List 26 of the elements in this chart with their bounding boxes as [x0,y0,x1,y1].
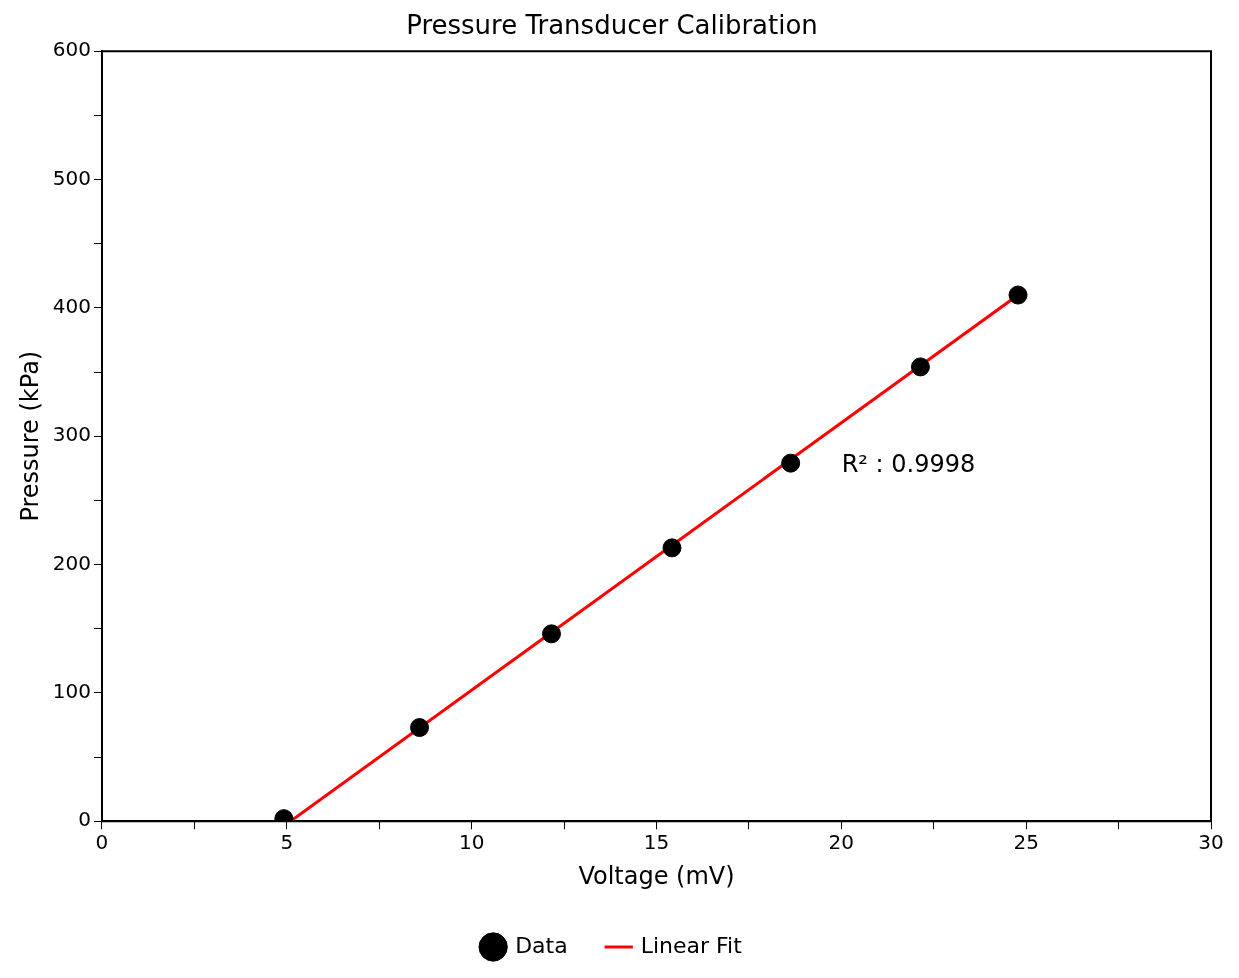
y-axis-title: Pressure (kPa) [15,350,44,522]
chart-title: Pressure Transducer Calibration [406,10,818,41]
point [1008,285,1028,305]
point [542,624,561,644]
x-tick-label: 5 [280,830,294,855]
point [781,453,801,473]
y-tick-label: 500 [52,165,91,190]
x-tick-label: 30 [1198,830,1224,855]
y-tick-label: 200 [52,550,91,575]
x-axis-title: Voltage (mV) [578,861,735,890]
point [410,718,430,738]
x-tick-label: 15 [643,830,670,855]
y-tick-label: 600 [52,37,91,62]
point [662,538,682,558]
legend-label: Data [515,932,568,958]
x-tick-label: 25 [1013,830,1039,855]
y-tick-label: 100 [52,679,91,704]
legend-label: Linear Fit [640,932,743,958]
y-tick-label: 400 [52,294,91,319]
point [910,357,930,377]
y-tick-label: 300 [52,422,91,447]
y-tick-label: 0 [78,807,91,832]
x-tick-label: 10 [458,830,485,855]
x-tick-label: 0 [95,830,109,855]
x-tick-label: 20 [828,830,855,855]
annotation: R² : 0.9998 [841,449,976,478]
